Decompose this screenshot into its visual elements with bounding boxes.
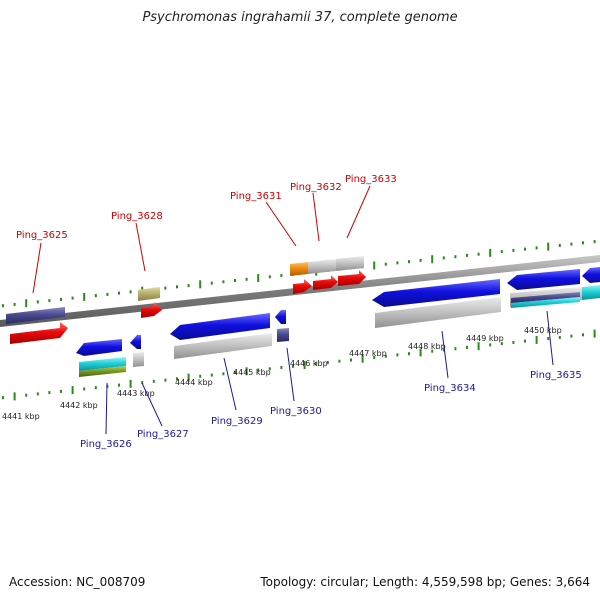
gene-label-reverse[interactable]: Ping_3634 — [424, 383, 476, 394]
gene-leader-line — [32, 242, 42, 294]
feature-bar — [290, 262, 308, 276]
gene-label-forward[interactable]: Ping_3633 — [345, 174, 397, 185]
reverse-gene-arrow[interactable] — [372, 279, 500, 307]
gene-leader-line — [223, 357, 237, 411]
forward-gene-arrow[interactable] — [10, 322, 68, 344]
gene-leader-line — [546, 310, 554, 366]
reverse-gene-arrow[interactable] — [507, 269, 580, 290]
feature-bar — [277, 328, 289, 342]
forward-gene-arrow[interactable] — [313, 275, 338, 290]
forward-gene-arrow[interactable] — [338, 270, 366, 286]
gene-leader-line — [135, 222, 146, 272]
accession-label: Accession: NC_008709 — [9, 575, 146, 589]
kbp-label: 4450 kbp — [524, 326, 562, 335]
gene-label-forward[interactable]: Ping_3631 — [230, 191, 282, 202]
feature-bar — [133, 352, 144, 367]
feature-bar — [375, 297, 501, 328]
forward-gene-arrow[interactable] — [141, 302, 162, 318]
gene-label-reverse[interactable]: Ping_3626 — [80, 439, 132, 450]
gene-leader-line — [441, 330, 449, 379]
gene-label-reverse[interactable]: Ping_3627 — [137, 429, 189, 440]
feature-bar — [308, 259, 336, 274]
feature-bar — [138, 287, 160, 301]
feature-bar — [511, 292, 580, 303]
map-title: Psychromonas ingrahamii 37, complete gen… — [142, 10, 458, 25]
kbp-label: 4441 kbp — [2, 412, 40, 421]
gene-label-reverse[interactable]: Ping_3635 — [530, 370, 582, 381]
gene-leader-line — [286, 347, 295, 402]
reverse-gene-arrow[interactable] — [130, 335, 141, 349]
feature-bar — [336, 256, 364, 271]
feature-bar — [6, 307, 65, 324]
feature-bar — [174, 333, 272, 359]
gene-label-reverse[interactable]: Ping_3629 — [211, 416, 263, 427]
feature-bar — [79, 366, 126, 377]
kbp-label: 4449 kbp — [466, 334, 504, 343]
feature-bar — [79, 357, 126, 371]
kbp-label: 4448 kbp — [408, 342, 446, 351]
kbp-label: 4445 kbp — [233, 368, 271, 377]
gene-leader-line — [346, 185, 371, 239]
genome-summary: Topology: circular; Length: 4,559,598 bp… — [260, 575, 590, 589]
gene-label-forward[interactable]: Ping_3632 — [290, 182, 342, 193]
reverse-gene-arrow[interactable] — [582, 267, 600, 283]
feature-bar — [511, 297, 580, 308]
reverse-gene-arrow[interactable] — [76, 339, 122, 356]
gene-leader-line — [312, 192, 320, 242]
kbp-label: 4442 kbp — [60, 401, 98, 410]
gene-label-reverse[interactable]: Ping_3630 — [270, 406, 322, 417]
gene-leader-line — [141, 382, 163, 427]
reverse-gene-arrow[interactable] — [275, 310, 286, 324]
forward-gene-arrow[interactable] — [293, 279, 312, 294]
kbp-label: 4447 kbp — [349, 349, 387, 358]
lower-scale-track — [2, 329, 596, 401]
gene-leader-line — [265, 201, 297, 247]
kbp-label: 4443 kbp — [117, 389, 155, 398]
upper-scale-track — [2, 240, 596, 308]
kbp-label: 4444 kbp — [175, 378, 213, 387]
reverse-gene-arrow[interactable] — [170, 313, 270, 340]
gene-leader-line — [105, 382, 108, 435]
gene-label-forward[interactable]: Ping_3628 — [111, 211, 163, 222]
gene-label-forward[interactable]: Ping_3625 — [16, 230, 68, 241]
kbp-label: 4446 kbp — [290, 359, 328, 368]
feature-bar — [582, 285, 600, 300]
